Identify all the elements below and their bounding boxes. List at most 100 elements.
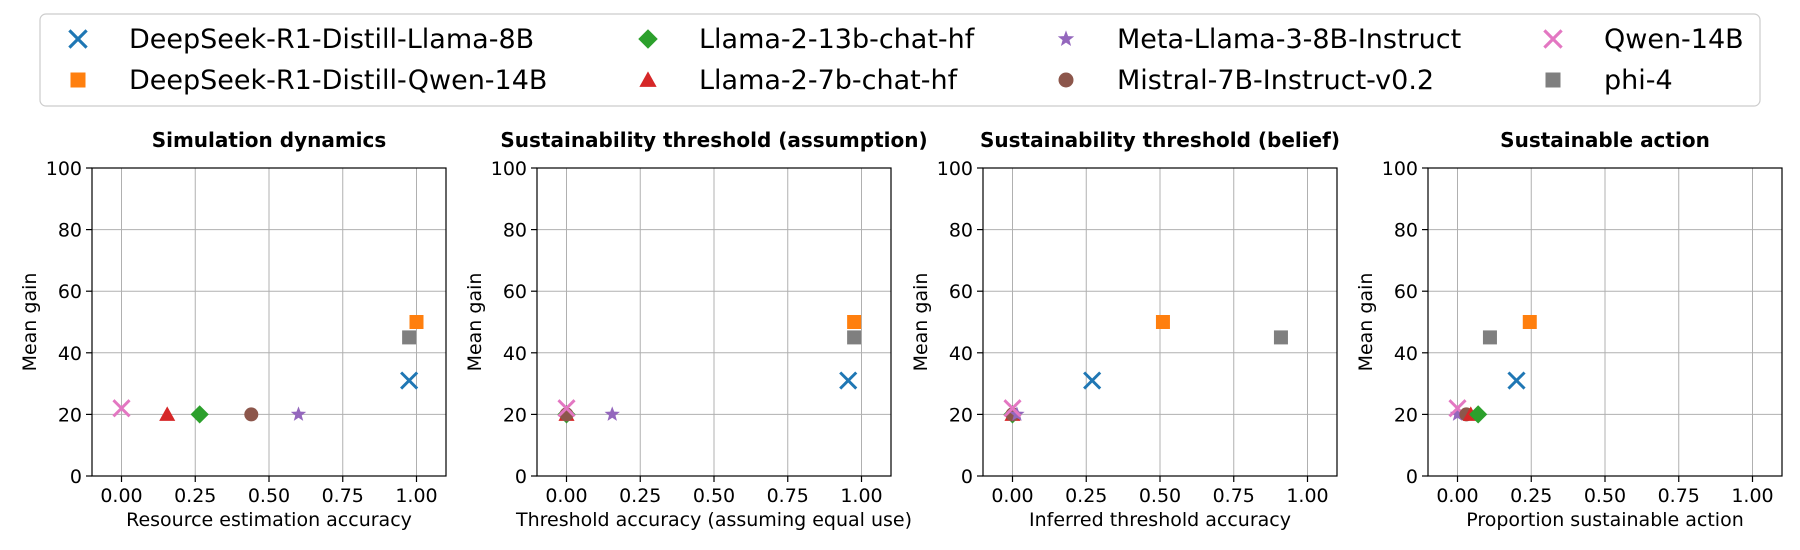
x-tick-label: 0.50: [1139, 485, 1181, 507]
y-tick-label: 60: [503, 281, 527, 303]
legend-marker-x-marker: [1543, 29, 1563, 49]
data-point: [159, 406, 176, 421]
y-tick-label: 0: [1406, 466, 1418, 488]
legend-item: Qwen-14B: [1543, 24, 1744, 55]
legend: DeepSeek-R1-Distill-Llama-8B DeepSeek-R1-…: [68, 24, 1744, 96]
legend-label: Meta-Llama-3-8B-Instruct: [1117, 24, 1461, 55]
legend-marker-star-marker: [1057, 30, 1075, 46]
data-point: [400, 371, 419, 390]
panel-title: Simulation dynamics: [152, 128, 387, 152]
data-point: [290, 406, 307, 421]
data-point: [112, 399, 131, 418]
x-tick-label: 0.00: [1436, 485, 1478, 507]
data-point: [190, 405, 209, 424]
y-tick-label: 100: [46, 158, 82, 180]
legend-marker-square-marker: [70, 72, 86, 88]
chart-panel: 0.00 0.25 0.50 0.75 1.00 0 20 40 60 80 100 Sustaina…: [464, 128, 928, 531]
chart-panel: 0.00 0.25 0.50 0.75 1.00 0 20 40 60 80 100 Sustaina…: [910, 128, 1340, 531]
y-tick-label: 40: [949, 343, 973, 365]
data-point: [1155, 315, 1170, 329]
x-tick-label: 0.50: [693, 485, 735, 507]
legend-label: DeepSeek-R1-Distill-Llama-8B: [129, 24, 534, 55]
data-point: [1522, 315, 1537, 329]
legend-marker-x-marker: [68, 29, 88, 49]
y-tick-label: 100: [491, 158, 527, 180]
legend-item: DeepSeek-R1-Distill-Llama-8B: [68, 24, 534, 55]
legend-item: Llama-2-13b-chat-hf: [638, 24, 976, 55]
panel-title: Sustainability threshold (belief): [980, 128, 1340, 152]
x-tick-label: 0.75: [1213, 485, 1255, 507]
y-tick-label: 80: [503, 220, 527, 242]
y-tick-label: 100: [1382, 158, 1418, 180]
y-tick-label: 80: [58, 220, 82, 242]
legend-item: Mistral-7B-Instruct-v0.2: [1058, 65, 1434, 96]
x-axis-label: Resource estimation accuracy: [126, 509, 412, 531]
data-point: [847, 330, 862, 345]
panel-title: Sustainable action: [1500, 128, 1710, 152]
legend-marker-circle-marker: [1058, 72, 1074, 88]
data-point: [1083, 371, 1102, 390]
data-point: [1273, 330, 1288, 345]
legend-marker-triangle-marker: [639, 71, 657, 87]
legend-item: Llama-2-7b-chat-hf: [639, 65, 959, 96]
x-tick-label: 1.00: [840, 485, 882, 507]
legend-frame: [39, 13, 1761, 107]
data-point: [1469, 405, 1488, 424]
x-tick-label: 0.75: [1658, 485, 1700, 507]
y-axis-label: Mean gain: [19, 273, 41, 372]
y-tick-label: 20: [1394, 404, 1418, 426]
data-point: [409, 315, 424, 329]
x-tick-label: 1.00: [1731, 485, 1773, 507]
y-axis-label: Mean gain: [1355, 273, 1377, 372]
chart-panel: 0.00 0.25 0.50 0.75 1.00 0 20 40 60 80 100 Sustaina…: [1355, 128, 1783, 531]
y-tick-label: 20: [949, 404, 973, 426]
x-tick-label: 0.25: [174, 485, 216, 507]
x-tick-label: 0.00: [100, 485, 142, 507]
data-point: [839, 371, 858, 390]
legend-label: Llama-2-13b-chat-hf: [699, 24, 976, 55]
data-point: [402, 330, 417, 345]
x-tick-label: 0.25: [1510, 485, 1552, 507]
data-point: [244, 407, 259, 422]
x-tick-label: 0.75: [322, 485, 364, 507]
x-tick-label: 0.25: [1065, 485, 1107, 507]
x-axis-label: Threshold accuracy (assuming equal use): [515, 509, 912, 531]
chart-panels: 0.00 0.25 0.50 0.75 1.00 0 20 40 60 80 100 Simulati…: [19, 128, 1783, 531]
y-tick-label: 0: [515, 466, 527, 488]
x-tick-label: 0.00: [545, 485, 587, 507]
y-tick-label: 40: [1394, 343, 1418, 365]
data-point: [1003, 399, 1022, 418]
legend-marker-diamond-marker: [638, 29, 658, 49]
legend-marker-square-marker: [1545, 72, 1561, 88]
x-tick-label: 0.75: [767, 485, 809, 507]
data-point: [557, 399, 576, 418]
data-point: [847, 315, 862, 329]
data-point: [604, 406, 620, 421]
panel-title: Sustainability threshold (assumption): [500, 128, 927, 152]
y-axis-label: Mean gain: [464, 273, 486, 372]
y-tick-label: 60: [1394, 281, 1418, 303]
legend-item: DeepSeek-R1-Distill-Qwen-14B: [70, 65, 547, 96]
legend-label: Mistral-7B-Instruct-v0.2: [1117, 65, 1434, 96]
data-point: [1507, 371, 1526, 390]
y-tick-label: 20: [503, 404, 527, 426]
y-tick-label: 20: [58, 404, 82, 426]
y-tick-label: 0: [70, 466, 82, 488]
legend-item: phi-4: [1545, 65, 1673, 96]
legend-item: Meta-Llama-3-8B-Instruct: [1057, 24, 1461, 55]
legend-label: phi-4: [1604, 65, 1673, 96]
data-point: [1449, 406, 1466, 421]
y-tick-label: 80: [1394, 220, 1418, 242]
chart-panel: 0.00 0.25 0.50 0.75 1.00 0 20 40 60 80 100 Simulati…: [19, 128, 447, 531]
x-tick-label: 0.50: [248, 485, 290, 507]
x-tick-label: 0.25: [619, 485, 661, 507]
x-axis-label: Proportion sustainable action: [1466, 509, 1744, 531]
legend-label: DeepSeek-R1-Distill-Qwen-14B: [129, 65, 547, 96]
y-tick-label: 100: [937, 158, 973, 180]
legend-label: Llama-2-7b-chat-hf: [699, 65, 959, 96]
y-tick-label: 80: [949, 220, 973, 242]
y-tick-label: 40: [58, 343, 82, 365]
y-tick-label: 40: [503, 343, 527, 365]
x-tick-label: 0.00: [991, 485, 1033, 507]
y-axis-label: Mean gain: [910, 273, 932, 372]
